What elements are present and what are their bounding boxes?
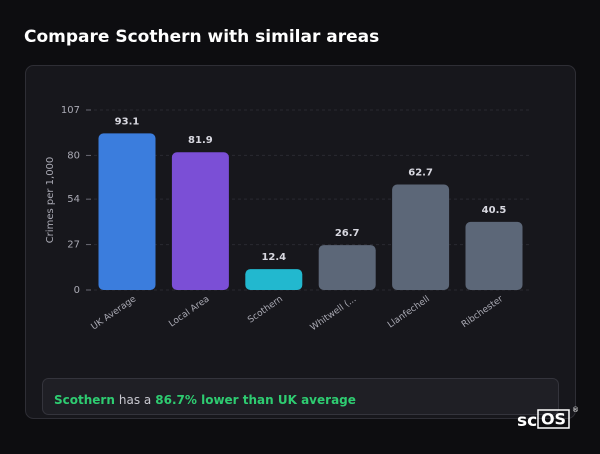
y-axis-label: Crimes per 1,000 <box>45 157 56 244</box>
bar <box>318 245 376 290</box>
logo-prefix: sc <box>517 411 537 431</box>
bar <box>171 152 229 290</box>
summary-box <box>42 378 559 415</box>
value-label: 12.4 <box>261 252 286 263</box>
bar <box>392 184 450 290</box>
bar <box>98 133 156 290</box>
value-label: 93.1 <box>115 116 140 127</box>
logo-box <box>537 409 570 429</box>
card <box>25 65 576 419</box>
y-tick-label: 80 <box>67 150 80 161</box>
bar <box>465 221 523 290</box>
logo-boxed: OS <box>541 410 566 429</box>
y-tick-label: 107 <box>61 105 80 116</box>
y-tick-label: 27 <box>67 240 80 251</box>
value-label: 81.9 <box>188 135 213 146</box>
value-label: 26.7 <box>335 228 360 239</box>
heading: Compare Scothern with similar areas <box>24 27 379 47</box>
y-tick-label: 54 <box>67 194 80 205</box>
logo-mark: ® <box>572 406 579 414</box>
value-label: 62.7 <box>408 168 433 179</box>
summary: Scothern has a 86.7% lower than UK average <box>54 393 356 407</box>
bar <box>245 269 303 290</box>
y-tick-label: 0 <box>74 285 80 296</box>
summary-highlight: 86.7% lower than UK average <box>155 393 356 407</box>
value-label: 40.5 <box>482 205 507 216</box>
summary-text: has a <box>119 393 151 407</box>
area-name: Scothern <box>54 393 115 407</box>
